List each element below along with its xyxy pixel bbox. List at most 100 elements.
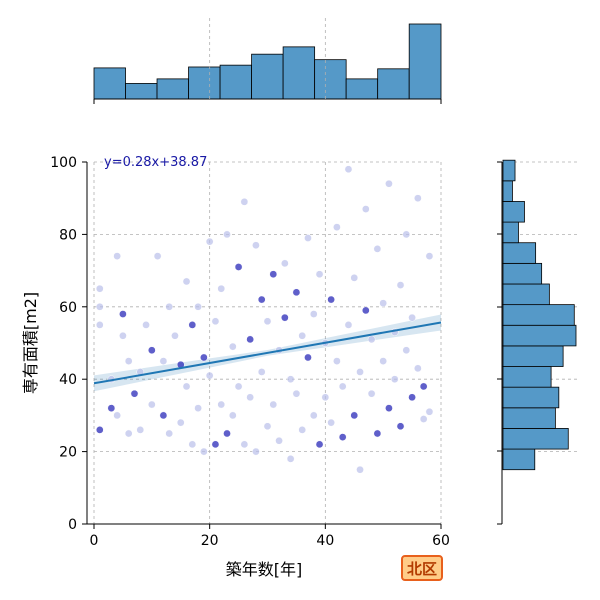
scatter-point [309, 411, 318, 420]
scatter-point [95, 284, 104, 293]
scatter-point [182, 277, 191, 286]
x-tick-label: 60 [432, 533, 450, 549]
scatter-point [194, 404, 202, 413]
right-histogram-bar [502, 324, 577, 347]
scatter-point [373, 245, 382, 253]
right-histogram-bar [502, 159, 516, 182]
scatter-point [350, 273, 359, 282]
scatter-point [95, 321, 104, 329]
scatter-point [269, 400, 278, 409]
scatter-point [240, 197, 249, 206]
top-histogram-bar [125, 83, 158, 100]
y-tick-label: 0 [68, 517, 77, 533]
scatter-point [385, 404, 393, 413]
scatter-point [321, 393, 330, 402]
scatter-point [333, 223, 341, 232]
scatter-point [390, 375, 399, 384]
scatter-point [124, 429, 133, 438]
scatter-point [286, 375, 295, 384]
scatter-point [344, 321, 353, 329]
scatter-point [263, 422, 272, 431]
top-histogram [93, 23, 442, 104]
scatter-point [205, 237, 214, 246]
scatter-point [211, 440, 220, 449]
scatter-point [188, 321, 197, 329]
scatter-point [95, 302, 104, 311]
top-histogram-bar [93, 67, 126, 100]
scatter-point [257, 368, 266, 376]
scatter-point [200, 447, 208, 456]
scatter-point [223, 230, 231, 239]
top-histogram-tick-marks [93, 99, 442, 104]
scatter-point [309, 310, 318, 318]
right-histogram-bar [502, 428, 569, 450]
scatter-point [252, 241, 260, 250]
scatter-point [234, 263, 243, 271]
scatter-point [217, 284, 226, 293]
scatter-point [425, 252, 434, 260]
scatter-plot-area: 0 20 40 60 0 20 40 60 80 100 y=0.28x+38.87 築年数[年… [21, 18, 580, 579]
right-histogram [497, 159, 577, 525]
scatter-point [119, 331, 127, 340]
x-tick-label: 20 [201, 533, 219, 549]
scatter-point [304, 234, 312, 242]
scatter-point [281, 259, 289, 268]
scatter-point [298, 426, 307, 434]
right-histogram-bars [502, 159, 577, 471]
scatter-point [263, 317, 272, 326]
scatter-point [130, 389, 139, 398]
scatter-point [194, 302, 202, 311]
x-tick-label: 0 [90, 533, 99, 549]
scatter-point [275, 436, 283, 445]
scatter-point [344, 165, 353, 174]
top-histogram-bar [408, 23, 442, 100]
scatter-point [246, 335, 254, 344]
y-tick-label: 60 [59, 300, 77, 316]
x-tick-label: 40 [316, 533, 334, 549]
scatter-point [414, 194, 422, 203]
right-histogram-bar [502, 304, 575, 326]
scatter-point [205, 371, 214, 380]
x-axis-ticks: 0 20 40 60 [90, 524, 450, 549]
scatter-point [292, 389, 301, 398]
scatter-point [165, 429, 174, 438]
top-histogram-bar [156, 78, 189, 100]
right-histogram-bar [502, 345, 564, 367]
scatter-point [327, 295, 335, 304]
scatter-point [281, 313, 289, 322]
y-tick-label: 100 [50, 155, 77, 171]
top-histogram-bar [345, 78, 379, 100]
scatter-point [292, 288, 301, 297]
scatter-point [223, 429, 231, 438]
scatter-point [414, 364, 422, 373]
y-tick-label: 40 [59, 372, 77, 388]
top-histogram-bar [377, 68, 410, 100]
top-histogram-bar [282, 46, 316, 100]
right-histogram-bar [502, 201, 525, 223]
scatter-point [119, 310, 127, 318]
scatter-point [113, 252, 121, 260]
scatter-point [171, 331, 179, 340]
scatter-point [217, 400, 226, 409]
scatter-point [396, 281, 405, 289]
right-histogram-bar [502, 180, 513, 202]
scatter-point [361, 306, 370, 315]
y-axis-ticks: 0 20 40 60 80 100 [50, 155, 87, 533]
regression-line [93, 321, 442, 385]
scatter-point [240, 440, 249, 449]
district-badge: 北区 [401, 555, 443, 581]
y-axis-label: 専有面積[m2] [21, 292, 40, 394]
scatter-point [234, 382, 243, 391]
scatter-point [165, 302, 174, 311]
scatter-point [228, 411, 237, 420]
right-histogram-bar [502, 407, 556, 429]
scatter-point [200, 353, 208, 362]
scatter-point [425, 407, 434, 416]
right-histogram-bar [502, 386, 560, 409]
scatter-point [113, 411, 121, 420]
scatter-point [396, 422, 405, 431]
right-histogram-bar [502, 366, 552, 388]
scatter-point [136, 426, 145, 434]
scatter-point [107, 404, 116, 413]
